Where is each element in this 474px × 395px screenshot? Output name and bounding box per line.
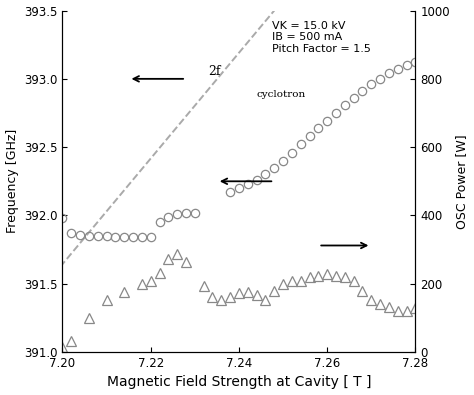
Text: cyclotron: cyclotron bbox=[256, 90, 306, 99]
Y-axis label: OSC Power [W]: OSC Power [W] bbox=[456, 134, 468, 229]
Text: VK = 15.0 kV
IB = 500 mA
Pitch Factor = 1.5: VK = 15.0 kV IB = 500 mA Pitch Factor = … bbox=[273, 21, 371, 54]
Text: 2f: 2f bbox=[208, 65, 220, 78]
X-axis label: Magnetic Field Strength at Cavity [ T ]: Magnetic Field Strength at Cavity [ T ] bbox=[107, 375, 371, 389]
Y-axis label: Frequency [GHz]: Frequency [GHz] bbox=[6, 129, 18, 233]
